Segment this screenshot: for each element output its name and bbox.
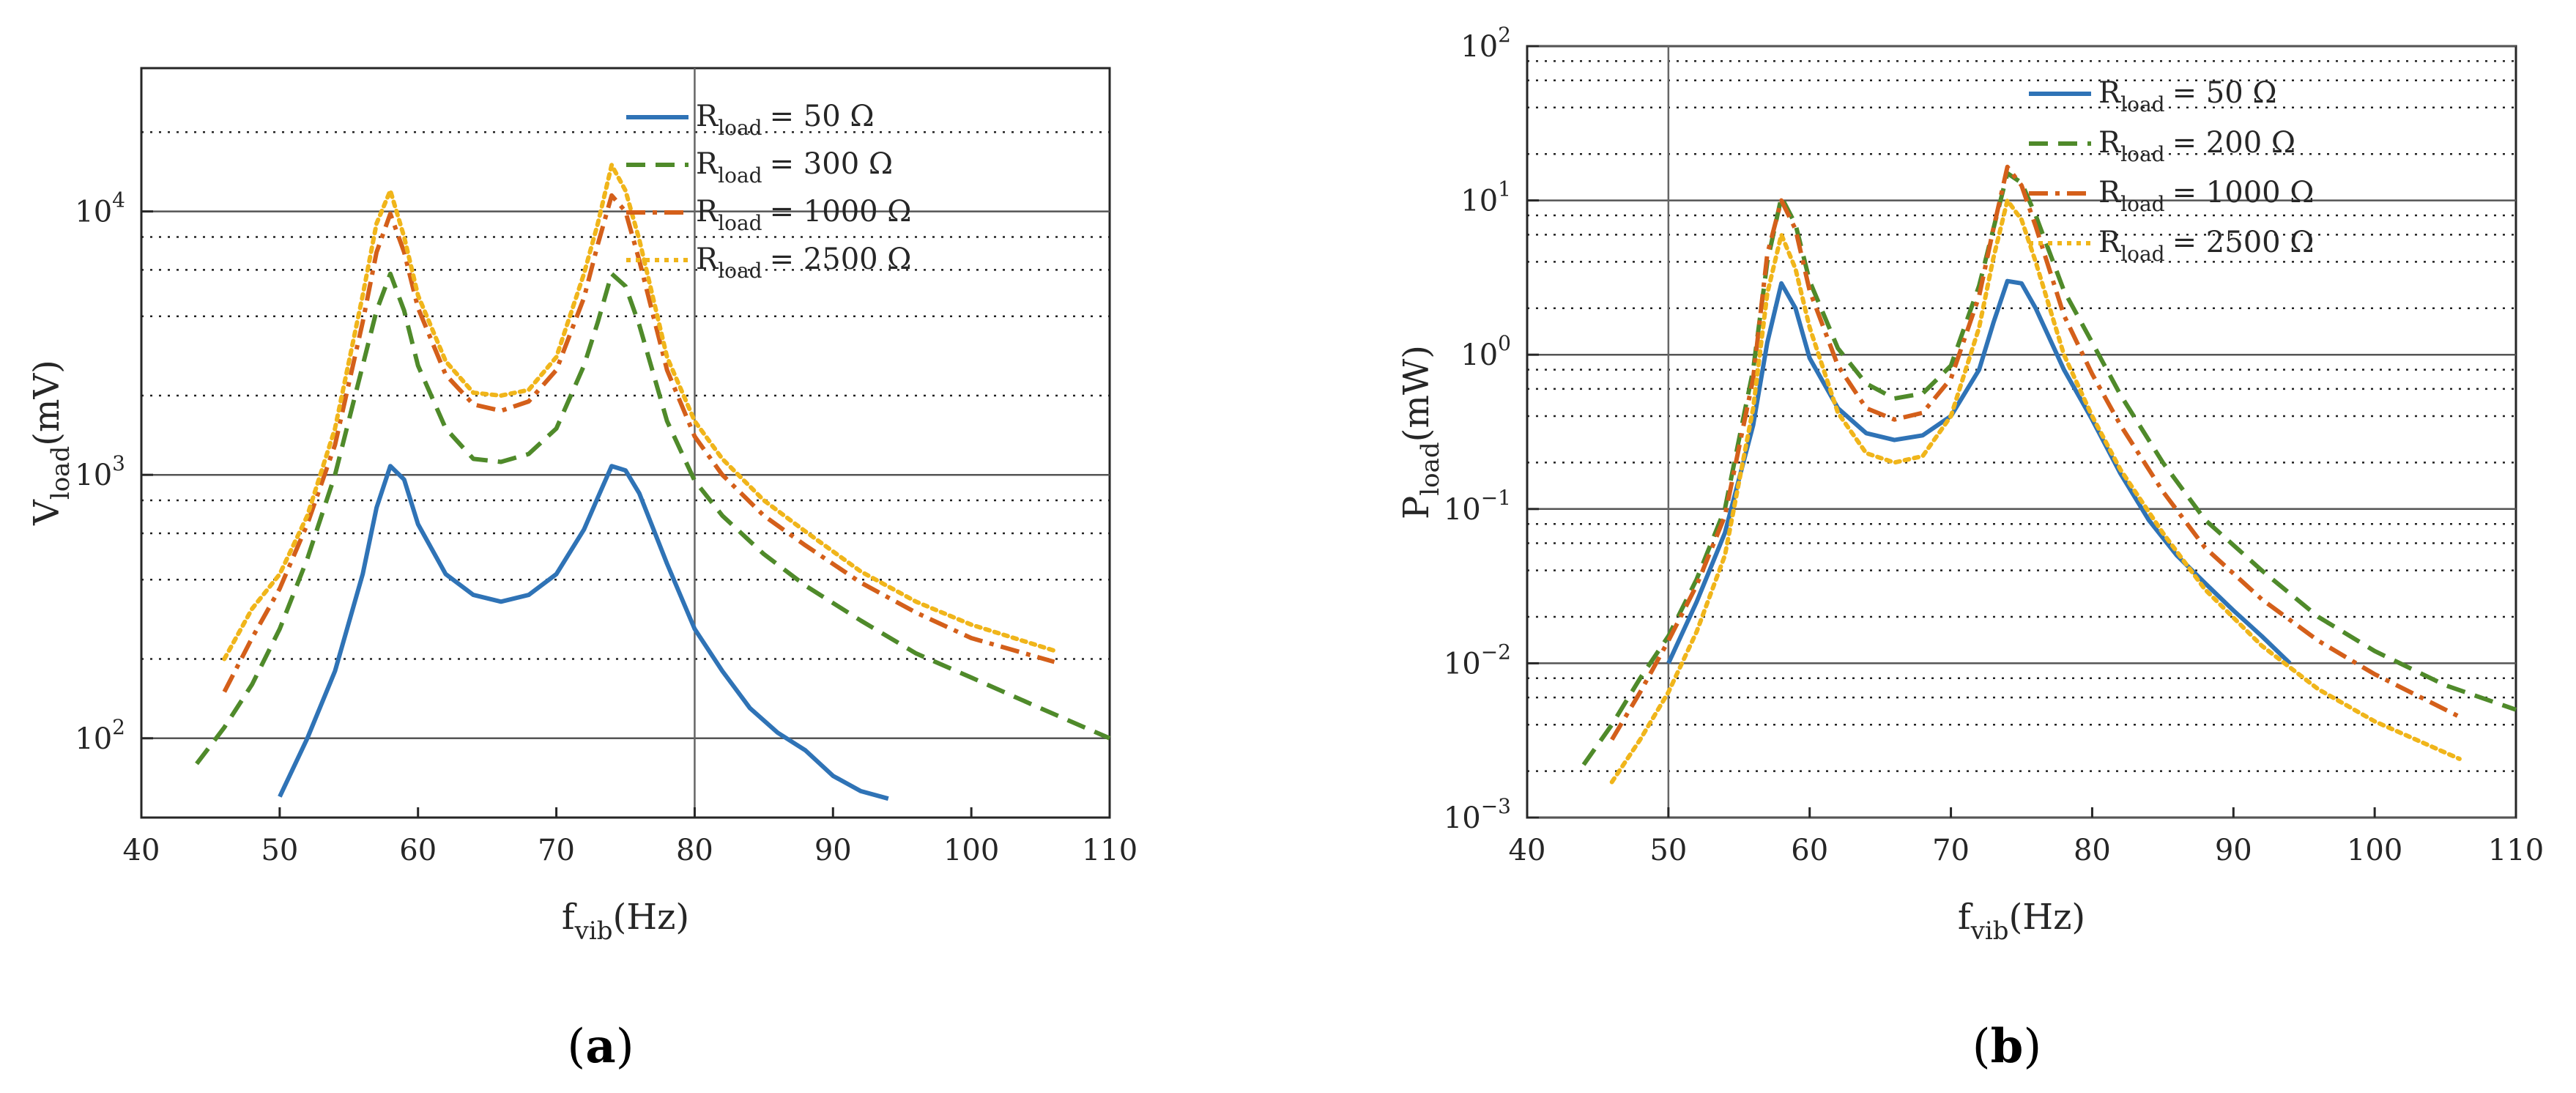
- legend-label-3: Rload = 1000 Ω: [696, 195, 911, 235]
- x-tick-label: 100: [943, 834, 999, 867]
- gridlines-a: [141, 68, 1110, 818]
- gridlines-b: [1527, 45, 2516, 819]
- x-tick-label: 40: [123, 834, 160, 867]
- legend-label-1: Rload = 50 Ω: [696, 100, 875, 140]
- x-tick-label: 60: [1791, 834, 1828, 867]
- x-tick-label: 50: [1649, 834, 1687, 867]
- series-line-4: [222, 163, 1057, 662]
- y-tick-label: 102: [1460, 23, 1511, 64]
- caption-b: (b): [1972, 1019, 2042, 1074]
- x-tick-label: 80: [2074, 834, 2111, 867]
- y-tick-label: 103: [75, 451, 125, 492]
- chart-panel-b: 40 50 60 70 80 90 100 110 10−3 10−2 10−1 100 101 102…: [1396, 23, 2544, 1074]
- legend-label-2: Rload = 300 Ω: [696, 147, 893, 188]
- legend-label-2: Rload = 200 Ω: [2098, 126, 2295, 166]
- legend-b: Rload = 50 Ω Rload = 200 Ω Rload = 1000 Ω Rloa…: [2029, 76, 2314, 266]
- y-tick-label: 100: [1460, 331, 1511, 372]
- x-axis-label-a: fvib(Hz): [562, 897, 689, 946]
- x-tick-label: 80: [676, 834, 713, 867]
- x-tick-label: 110: [2488, 834, 2544, 867]
- series-group-a: [195, 163, 1111, 801]
- x-tick-label: 110: [1082, 834, 1137, 867]
- y-tick-label: 10−3: [1444, 794, 1511, 835]
- series-line-1: [278, 464, 889, 801]
- y-axis-label-a: Vload(mV): [26, 360, 75, 526]
- legend-label-3: Rload = 1000 Ω: [2098, 176, 2314, 216]
- caption-a: (a): [567, 1019, 634, 1074]
- legend-label-4: Rload = 2500 Ω: [2098, 226, 2314, 266]
- y-tick-label: 10−2: [1444, 640, 1511, 681]
- series-line-3: [222, 193, 1055, 693]
- plot-area-a: [140, 67, 1111, 819]
- series-line-3: [1610, 164, 2461, 741]
- legend-a: Rload = 50 Ω Rload = 300 Ω Rload = 1000 Ω Rloa…: [626, 100, 911, 283]
- y-ticks-a: 102 103 104: [75, 188, 153, 756]
- y-tick-label: 102: [75, 715, 125, 756]
- x-tick-label: 90: [2215, 834, 2252, 867]
- y-ticks-b: 10−3 10−2 10−1 100 101 102: [1444, 23, 1539, 835]
- chart-panel-a: 40 50 60 70 80 90 100 110 102 103 104 fvib(Hz) Vl…: [26, 67, 1137, 1074]
- x-axis-label-b: fvib(Hz): [1958, 897, 2085, 946]
- series-group-b: [1581, 164, 2517, 785]
- x-tick-label: 40: [1509, 834, 1546, 867]
- y-tick-label: 10−1: [1444, 486, 1511, 527]
- y-axis-label-b: Pload(mW): [1396, 345, 1445, 519]
- series-line-1: [1666, 278, 2292, 665]
- x-tick-label: 50: [261, 834, 298, 867]
- legend-label-1: Rload = 50 Ω: [2098, 76, 2277, 116]
- x-tick-label: 100: [2347, 834, 2402, 867]
- x-ticks-a: 40 50 60 70 80 90 100 110: [123, 807, 1137, 867]
- x-tick-label: 60: [399, 834, 437, 867]
- x-tick-label: 90: [814, 834, 852, 867]
- x-ticks-b: 40 50 60 70 80 90 100 110: [1509, 807, 2544, 867]
- x-tick-label: 70: [538, 834, 575, 867]
- y-tick-label: 101: [1460, 177, 1511, 218]
- legend-label-4: Rload = 2500 Ω: [696, 242, 911, 283]
- x-tick-label: 70: [1932, 834, 1970, 867]
- series-line-2: [195, 271, 1111, 766]
- plot-area-b: [1526, 45, 2517, 819]
- series-line-4: [1609, 198, 2462, 785]
- y-tick-label: 104: [75, 188, 125, 229]
